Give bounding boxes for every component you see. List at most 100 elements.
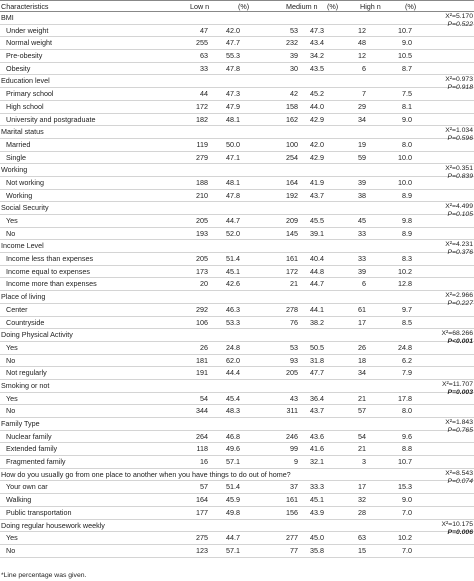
- category-label: Yes: [6, 393, 18, 403]
- high-pct: 8.5: [402, 317, 412, 327]
- low-n: 275: [196, 533, 208, 543]
- category-label: Yes: [6, 533, 18, 543]
- medium-n: 93: [290, 355, 298, 365]
- high-n: 12: [358, 25, 366, 35]
- category-label: Married: [6, 139, 31, 149]
- results-table: Characteristics Low n (%) Medium n (%) H…: [0, 0, 474, 558]
- category-label: High school: [6, 101, 44, 111]
- medium-n: 311: [286, 406, 298, 416]
- high-n: 33: [358, 254, 366, 264]
- medium-pct: 44.1: [310, 304, 324, 314]
- table-row: Not working 188 48.1 164 41.9 39 10.0: [0, 177, 474, 190]
- medium-n: 30: [290, 63, 298, 73]
- category-label: Public transportation: [6, 507, 72, 517]
- header-low-pct: (%): [238, 2, 250, 11]
- section-row: Smoking or not X²=11.707 P=0.003: [0, 380, 474, 396]
- high-n: 15: [358, 545, 366, 555]
- high-pct: 10.7: [398, 25, 412, 35]
- table-row: University and postgraduate 182 48.1 162 42.…: [0, 114, 474, 127]
- category-label: Extended family: [6, 444, 58, 454]
- high-n: 34: [358, 368, 366, 378]
- category-label: Fragmented family: [6, 457, 66, 467]
- category-label: Working: [6, 190, 33, 200]
- high-n: 6: [362, 279, 366, 289]
- chi-square-result: X²=0.973 P=0.918: [445, 76, 473, 92]
- medium-n: 43: [290, 393, 298, 403]
- medium-pct: 50.5: [310, 342, 324, 352]
- high-pct: 15.3: [398, 482, 412, 492]
- table-row: Income less than expenses 205 51.4 161 40.4 3…: [0, 253, 474, 266]
- low-n: 33: [200, 63, 208, 73]
- high-n: 12: [358, 51, 366, 61]
- low-n: 20: [200, 279, 208, 289]
- high-n: 63: [358, 533, 366, 543]
- header-medium-n: Medium n: [286, 2, 318, 11]
- medium-n: 162: [286, 114, 298, 124]
- category-label: Not regularly: [6, 368, 47, 378]
- section-label: Family Type: [1, 419, 40, 428]
- medium-pct: 45.2: [310, 89, 324, 99]
- high-pct: 7.0: [402, 545, 412, 555]
- low-pct: 46.3: [226, 304, 240, 314]
- p-value: P=0.227: [447, 300, 473, 308]
- table-row: Primary school 44 47.3 42 45.2 7 7.5: [0, 88, 474, 101]
- category-label: Income less than expenses: [6, 254, 94, 264]
- table-row: Under weight 47 42.0 53 47.3 12 10.7: [0, 25, 474, 38]
- category-label: Primary school: [6, 89, 54, 99]
- chi-square-result: X²=68.266 P<0.001: [441, 330, 473, 346]
- medium-pct: 44.0: [310, 101, 324, 111]
- chi-square-value: X²=0.973: [445, 76, 473, 84]
- low-n: 106: [196, 317, 208, 327]
- low-n: 54: [200, 393, 208, 403]
- low-n: 172: [196, 101, 208, 111]
- category-label: Walking: [6, 495, 32, 505]
- high-pct: 8.8: [402, 444, 412, 454]
- medium-pct: 43.6: [310, 431, 324, 441]
- chi-square-value: X²=4.231: [445, 241, 473, 249]
- low-n: 264: [196, 431, 208, 441]
- medium-n: 172: [286, 266, 298, 276]
- chi-square-result: X²=5.170 P=0.522: [445, 13, 473, 29]
- section-row: Doing Physical Activity X²=68.266 P<0.001: [0, 329, 474, 345]
- p-value: P=0.596: [447, 135, 473, 143]
- high-n: 21: [358, 444, 366, 454]
- p-value: P=0.918: [447, 84, 473, 92]
- p-value: P<0.001: [447, 338, 473, 346]
- section-row: Marital status X²=1.034 P=0.596: [0, 126, 474, 142]
- medium-pct: 31.8: [310, 355, 324, 365]
- low-n: 119: [196, 139, 208, 149]
- medium-n: 9: [294, 457, 298, 467]
- category-label: Income more than expenses: [6, 279, 97, 289]
- table-body: BMI X²=5.170 P=0.522 Under weight 47 42.0 53 47…: [0, 12, 474, 558]
- high-n: 59: [358, 152, 366, 162]
- chi-square-value: X²=8.543: [445, 469, 473, 477]
- medium-n: 209: [286, 216, 298, 225]
- low-n: 123: [196, 545, 208, 555]
- medium-n: 156: [286, 507, 298, 517]
- low-pct: 44.7: [226, 216, 240, 225]
- section-row: Working X²=0.351 P=0.839: [0, 164, 474, 180]
- medium-pct: 42.9: [310, 152, 324, 162]
- chi-square-result: X²=10.175 P=0.006: [441, 521, 473, 537]
- section-label: BMI: [1, 13, 14, 22]
- medium-n: 99: [290, 444, 298, 454]
- p-value: P=0.839: [447, 173, 473, 181]
- medium-pct: 42.0: [310, 139, 324, 149]
- low-n: 63: [200, 51, 208, 61]
- header-low-n: Low n: [190, 2, 210, 11]
- table-row: Fragmented family 16 57.1 9 32.1 3 10.7: [0, 456, 474, 469]
- high-pct: 8.3: [402, 254, 412, 264]
- category-label: Yes: [6, 342, 18, 352]
- medium-pct: 41.9: [310, 177, 324, 187]
- category-label: Your own car: [6, 482, 48, 492]
- medium-pct: 43.5: [310, 63, 324, 73]
- medium-pct: 34.2: [310, 51, 324, 61]
- table-row: Obesity 33 47.8 30 43.5 6 8.7: [0, 63, 474, 76]
- table-row: Yes 54 45.4 43 36.4 21 17.8: [0, 393, 474, 406]
- high-pct: 10.5: [398, 51, 412, 61]
- low-pct: 48.1: [226, 114, 240, 124]
- high-pct: 9.7: [402, 304, 412, 314]
- category-label: No: [6, 545, 16, 555]
- medium-pct: 44.8: [310, 266, 324, 276]
- chi-square-value: X²=10.175: [441, 520, 473, 528]
